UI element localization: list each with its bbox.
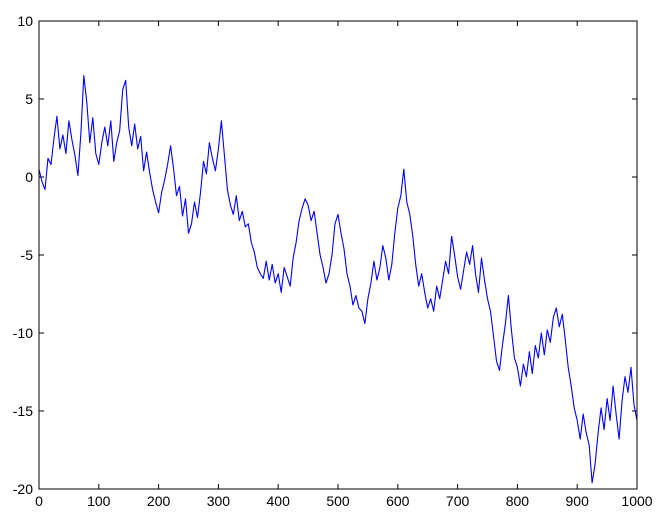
- x-tick-label: 500: [326, 493, 350, 509]
- x-tick-label: 200: [147, 493, 171, 509]
- plot-frame: [38, 20, 638, 490]
- y-tick-label: -20: [13, 481, 33, 497]
- x-tick-label: 300: [207, 493, 231, 509]
- series-line-0: [38, 75, 638, 484]
- y-tick-label: 0: [25, 169, 33, 185]
- y-tick-label: -15: [13, 403, 33, 419]
- x-tick-label: 800: [506, 493, 530, 509]
- x-tick-label: 600: [386, 493, 410, 509]
- x-tick-label: 100: [87, 493, 111, 509]
- x-tick-label: 400: [267, 493, 291, 509]
- y-tick-label: 10: [17, 13, 33, 29]
- x-tick-label: 900: [566, 493, 590, 509]
- y-tick-label: -5: [21, 247, 34, 263]
- x-tick-label: 700: [446, 493, 470, 509]
- y-tick-label: 5: [25, 91, 33, 107]
- x-axis-ticks: 0 100 200 300 400 500 600 700 800 900 1000: [35, 21, 653, 509]
- y-tick-label: -10: [13, 325, 33, 341]
- x-tick-label: 1000: [621, 493, 652, 509]
- x-tick-label: 0: [35, 493, 43, 509]
- y-axis-ticks: 10 5 0 -5 -10 -15 -20: [13, 13, 637, 497]
- series-layer: [38, 75, 638, 484]
